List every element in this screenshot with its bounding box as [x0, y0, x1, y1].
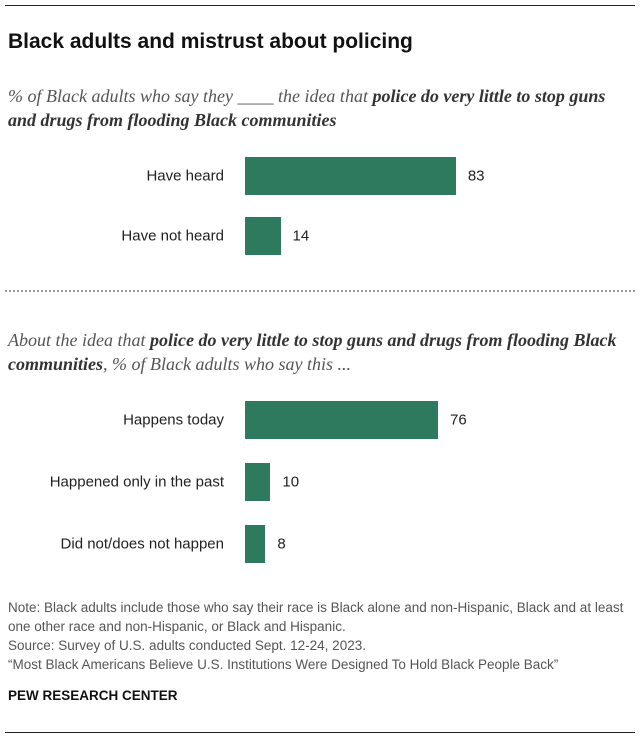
top-rule	[5, 5, 635, 6]
bar	[245, 525, 266, 563]
subtitle-part: police do very little to stop guns and d…	[8, 330, 617, 374]
note: Note: Black adults include those who say…	[8, 600, 624, 634]
bottom-rule	[5, 732, 635, 733]
category-label: Have not heard	[121, 227, 224, 245]
source: Source: Survey of U.S. adults conducted …	[8, 638, 366, 653]
subtitle-part: % of Black adults who say they ____ the …	[8, 86, 373, 106]
subtitle: About the idea that police do very littl…	[8, 328, 618, 376]
bar	[245, 401, 439, 439]
subtitle-part: About the idea that	[8, 330, 150, 350]
value-label: 8	[277, 535, 286, 553]
notes: Note: Black adults include those who say…	[8, 598, 633, 674]
citation: “Most Black Americans Believe U.S. Insti…	[8, 657, 559, 672]
subtitle-part: police do very little to stop guns and d…	[8, 86, 606, 130]
category-label: Happens today	[123, 411, 224, 429]
bar	[245, 157, 456, 195]
divider	[5, 290, 635, 292]
category-label: Happened only in the past	[49, 473, 224, 491]
category-label: Did not/does not happen	[60, 535, 224, 553]
bar	[245, 217, 281, 255]
chart-title: Black adults and mistrust about policing	[8, 30, 413, 53]
subtitle-part: , % of Black adults who say this ...	[103, 354, 351, 374]
value-label: 14	[292, 227, 310, 245]
subtitle: % of Black adults who say they ____ the …	[8, 84, 618, 132]
source-org: PEW RESEARCH CENTER	[8, 688, 178, 703]
value-label: 76	[450, 411, 467, 429]
value-label: 10	[282, 473, 300, 491]
category-label: Have heard	[146, 167, 224, 185]
bar	[245, 463, 271, 501]
value-label: 83	[467, 167, 485, 185]
